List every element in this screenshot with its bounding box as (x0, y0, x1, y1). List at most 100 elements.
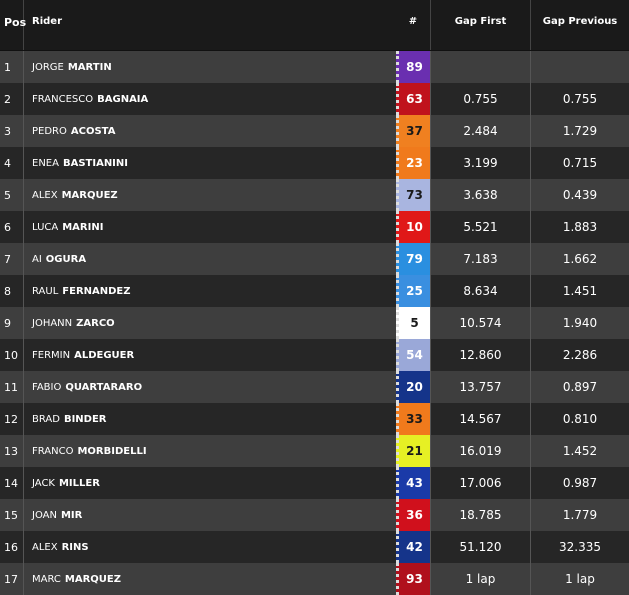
row-number: 10 (396, 211, 430, 243)
table-row[interactable]: 14 JACK MILLER 43 17.006 0.987 (0, 467, 629, 499)
row-rider[interactable]: PEDRO ACOSTA (24, 115, 396, 147)
rider-number-badge: 89 (396, 51, 430, 83)
header-pos: Pos (0, 0, 26, 50)
row-pos: 5 (0, 179, 24, 211)
row-rider[interactable]: ALEX MARQUEZ (24, 179, 396, 211)
row-gap-first: 7.183 (430, 243, 530, 275)
rider-first-name: ENEA (32, 157, 59, 169)
row-gap-previous: 2.286 (530, 339, 629, 371)
rider-number-badge: 43 (396, 467, 430, 499)
rider-first-name: FERMIN (32, 349, 71, 361)
row-rider[interactable]: MARC MARQUEZ (24, 563, 396, 595)
row-pos: 3 (0, 115, 24, 147)
row-number: 42 (396, 531, 430, 563)
rider-last-name: ACOSTA (70, 125, 116, 137)
rider-number-badge: 42 (396, 531, 430, 563)
row-pos: 7 (0, 243, 24, 275)
row-rider[interactable]: RAUL FERNANDEZ (24, 275, 396, 307)
row-gap-first: 18.785 (430, 499, 530, 531)
rider-number-badge: 20 (396, 371, 430, 403)
rider-number-badge: 93 (396, 563, 430, 595)
row-gap-first: 2.484 (430, 115, 530, 147)
row-number: 89 (396, 51, 430, 83)
row-gap-first: 12.860 (430, 339, 530, 371)
row-gap-previous: 1 lap (530, 563, 629, 595)
row-gap-first: 0.755 (430, 83, 530, 115)
row-rider[interactable]: ALEX RINS (24, 531, 396, 563)
rider-last-name: MILLER (58, 477, 100, 489)
rider-first-name: FABIO (32, 381, 62, 393)
header-number: # (408, 16, 418, 27)
table-row[interactable]: 15 JOAN MIR 36 18.785 1.779 (0, 499, 629, 531)
rider-first-name: BRAD (32, 413, 60, 425)
table-row[interactable]: 1 JORGE MARTIN 89 (0, 51, 629, 83)
row-gap-first: 16.019 (430, 435, 530, 467)
row-number: 43 (396, 467, 430, 499)
rider-last-name: ALDEGUER (74, 349, 135, 361)
row-rider[interactable]: LUCA MARINI (24, 211, 396, 243)
row-number: 37 (396, 115, 430, 147)
rider-number-badge: 54 (396, 339, 430, 371)
rider-first-name: FRANCESCO (32, 93, 94, 105)
table-row[interactable]: 16 ALEX RINS 42 51.120 32.335 (0, 531, 629, 563)
row-pos: 12 (0, 403, 24, 435)
row-number: 23 (396, 147, 430, 179)
rider-last-name: ZARCO (76, 317, 115, 329)
rider-number-badge: 25 (396, 275, 430, 307)
table-row[interactable]: 10 FERMIN ALDEGUER 54 12.860 2.286 (0, 339, 629, 371)
table-row[interactable]: 11 FABIO QUARTARARO 20 13.757 0.897 (0, 371, 629, 403)
rider-first-name: FRANCO (32, 445, 74, 457)
table-body: 1 JORGE MARTIN 89 2 FRANCESCO BAGNAIA 63 0.755 0.… (0, 51, 629, 595)
row-gap-previous: 1.662 (530, 243, 629, 275)
row-number: 54 (396, 339, 430, 371)
rider-number-badge: 23 (396, 147, 430, 179)
row-rider[interactable]: JOHANN ZARCO (24, 307, 396, 339)
rider-last-name: BAGNAIA (97, 93, 149, 105)
table-row[interactable]: 4 ENEA BASTIANINI 23 3.199 0.715 (0, 147, 629, 179)
table-row[interactable]: 8 RAUL FERNANDEZ 25 8.634 1.451 (0, 275, 629, 307)
rider-last-name: RINS (61, 541, 89, 553)
table-row[interactable]: 13 FRANCO MORBIDELLI 21 16.019 1.452 (0, 435, 629, 467)
table-row[interactable]: 6 LUCA MARINI 10 5.521 1.883 (0, 211, 629, 243)
rider-first-name: JOHANN (32, 317, 73, 329)
row-pos: 16 (0, 531, 24, 563)
row-gap-first: 3.199 (430, 147, 530, 179)
rider-number-badge: 63 (396, 83, 430, 115)
rider-first-name: JOAN (32, 509, 57, 521)
rider-number-badge: 73 (396, 179, 430, 211)
row-rider[interactable]: JOAN MIR (24, 499, 396, 531)
row-rider[interactable]: FABIO QUARTARARO (24, 371, 396, 403)
table-row[interactable]: 12 BRAD BINDER 33 14.567 0.810 (0, 403, 629, 435)
table-row[interactable]: 17 MARC MARQUEZ 93 1 lap 1 lap (0, 563, 629, 595)
row-pos: 6 (0, 211, 24, 243)
row-rider[interactable]: JACK MILLER (24, 467, 396, 499)
rider-number-badge: 10 (396, 211, 430, 243)
row-rider[interactable]: AI OGURA (24, 243, 396, 275)
row-rider[interactable]: BRAD BINDER (24, 403, 396, 435)
row-rider[interactable]: FRANCO MORBIDELLI (24, 435, 396, 467)
row-number: 5 (396, 307, 430, 339)
row-rider[interactable]: FRANCESCO BAGNAIA (24, 83, 396, 115)
table-row[interactable]: 9 JOHANN ZARCO 5 10.574 1.940 (0, 307, 629, 339)
row-gap-previous: 1.883 (530, 211, 629, 243)
table-row[interactable]: 3 PEDRO ACOSTA 37 2.484 1.729 (0, 115, 629, 147)
row-number: 33 (396, 403, 430, 435)
row-rider[interactable]: FERMIN ALDEGUER (24, 339, 396, 371)
rider-last-name: FERNANDEZ (62, 285, 131, 297)
row-number: 20 (396, 371, 430, 403)
rider-last-name: MARQUEZ (61, 189, 118, 201)
table-row[interactable]: 5 ALEX MARQUEZ 73 3.638 0.439 (0, 179, 629, 211)
rider-last-name: QUARTARARO (65, 381, 143, 393)
rider-number-badge: 21 (396, 435, 430, 467)
rider-number-badge: 33 (396, 403, 430, 435)
table-row[interactable]: 2 FRANCESCO BAGNAIA 63 0.755 0.755 (0, 83, 629, 115)
row-gap-previous: 1.729 (530, 115, 629, 147)
row-rider[interactable]: ENEA BASTIANINI (24, 147, 396, 179)
row-pos: 2 (0, 83, 24, 115)
row-gap-first (430, 51, 530, 83)
rider-first-name: RAUL (32, 285, 59, 297)
row-gap-previous: 1.940 (530, 307, 629, 339)
rider-number-badge: 79 (396, 243, 430, 275)
row-rider[interactable]: JORGE MARTIN (24, 51, 396, 83)
table-row[interactable]: 7 AI OGURA 79 7.183 1.662 (0, 243, 629, 275)
